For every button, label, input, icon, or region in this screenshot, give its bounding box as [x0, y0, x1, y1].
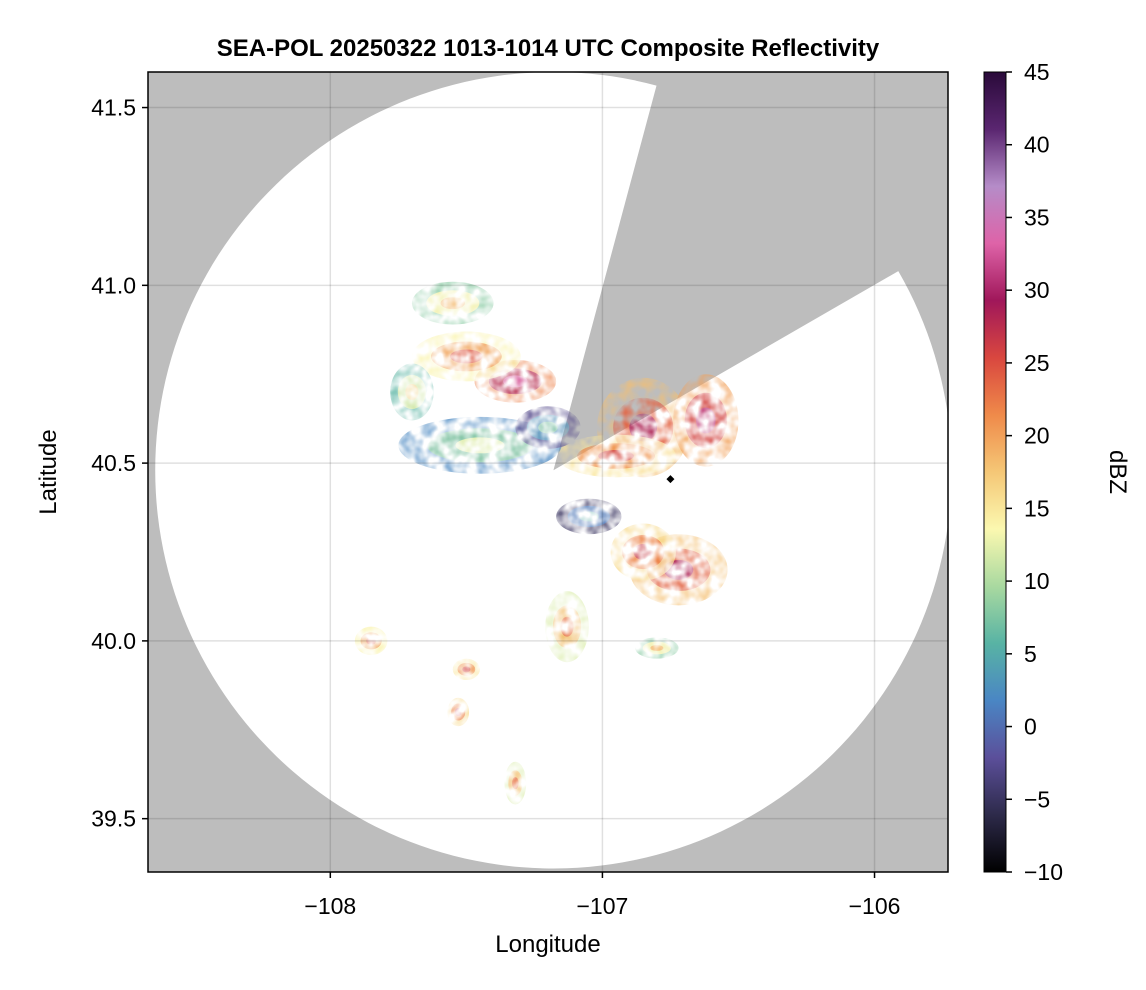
colorbar: 45 40 35 30 25 20 15 10 5 0 −5 −10 dBZ: [983, 59, 1131, 885]
y-axis-label: Latitude: [35, 429, 62, 514]
echo-peak: [650, 645, 664, 651]
colorbar-tick-label: 5: [1024, 641, 1037, 667]
plot-frame: [147, 71, 949, 873]
colorbar-scale: [983, 71, 1007, 873]
colorbar-tick-label: 30: [1024, 277, 1050, 303]
echo-peak: [629, 413, 658, 442]
echo-peak: [366, 636, 377, 645]
echo-peak: [696, 407, 716, 434]
y-tick-label: 40.0: [91, 628, 136, 654]
plot-area: [148, 72, 948, 872]
colorbar-tick-label: 10: [1024, 568, 1050, 594]
y-tick-label: 41.0: [91, 272, 136, 298]
colorbar-tick-label: 40: [1024, 132, 1050, 158]
colorbar-tick-label: 45: [1024, 59, 1050, 85]
radar-coverage-area: [155, 72, 948, 869]
y-axis-ticks: 39.5 40.0 40.5 41.0 41.5: [91, 95, 148, 832]
y-tick-label: 41.5: [91, 95, 136, 121]
x-tick-label: −106: [849, 893, 901, 919]
chart-title: SEA-POL 20250322 1013-1014 UTC Composite…: [217, 35, 880, 62]
echo-peak: [405, 384, 419, 400]
y-tick-label: 40.5: [91, 450, 136, 476]
colorbar-ticks: 45 40 35 30 25 20 15 10 5 0 −5 −10: [1006, 59, 1063, 885]
x-axis-label: Longitude: [495, 931, 600, 958]
echo-peak: [538, 421, 558, 434]
x-axis-ticks: −108 −107 −106: [304, 872, 900, 919]
colorbar-tick-label: −10: [1024, 859, 1063, 885]
echo-peak: [450, 349, 483, 364]
y-tick-label: 39.5: [91, 806, 136, 832]
echo-peak: [455, 437, 505, 454]
echo-peak: [560, 616, 574, 637]
grid-lines: [148, 72, 948, 872]
colorbar-label: dBZ: [1104, 450, 1131, 494]
x-tick-label: −108: [304, 893, 356, 919]
colorbar-tick-label: −5: [1024, 786, 1050, 812]
reflectivity-echoes: [354, 281, 739, 805]
echo-peak: [633, 544, 654, 560]
echo-peak: [503, 375, 528, 388]
site-marker: [666, 475, 675, 484]
echo-peak: [440, 297, 466, 310]
colorbar-tick-label: 25: [1024, 350, 1050, 376]
colorbar-tick-label: 35: [1024, 204, 1050, 230]
colorbar-tick-label: 0: [1024, 714, 1037, 740]
echo-peak: [454, 708, 462, 716]
echo-peak: [512, 777, 519, 790]
colorbar-tick-label: 20: [1024, 423, 1050, 449]
colorbar-tick-label: 15: [1024, 495, 1050, 521]
x-tick-label: −107: [577, 893, 629, 919]
echo-peak: [462, 666, 471, 673]
echo-peak: [579, 511, 599, 522]
echo-peak: [598, 450, 634, 462]
